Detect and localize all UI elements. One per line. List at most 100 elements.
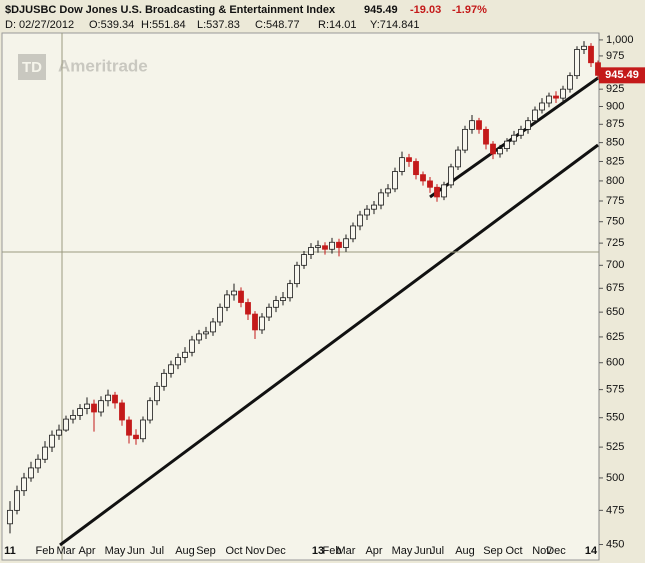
- info-low: L:537.83: [197, 19, 240, 31]
- candle-body: [77, 408, 83, 416]
- x-tick-label: Dec: [546, 545, 566, 557]
- candle-body: [567, 75, 573, 90]
- y-tick-label: 475: [606, 504, 624, 516]
- candle-body: [224, 294, 230, 308]
- y-tick-label: 850: [606, 137, 624, 149]
- x-tick-label: 11: [4, 545, 16, 557]
- y-tick-label: 800: [606, 175, 624, 187]
- x-tick-label: Sep: [483, 545, 503, 557]
- y-tick-label: 675: [606, 282, 624, 294]
- y-tick-label: 575: [606, 384, 624, 396]
- candle-body: [364, 208, 370, 216]
- candle-body: [329, 241, 335, 250]
- candle-body: [245, 302, 251, 315]
- last-price: 945.49: [364, 4, 398, 16]
- candle-body: [252, 313, 258, 331]
- candle-body: [539, 102, 545, 111]
- x-tick-label: 14: [585, 545, 598, 557]
- candle-body: [182, 351, 188, 358]
- candle-body: [490, 143, 496, 155]
- candle-body: [511, 134, 517, 142]
- candle-body: [280, 297, 286, 301]
- candle-body: [385, 188, 391, 194]
- change-pct: -1.97%: [452, 4, 487, 16]
- y-tick-label: 700: [606, 259, 624, 271]
- candle-body: [308, 247, 314, 255]
- candle-body: [238, 290, 244, 303]
- logo-box: [18, 54, 46, 80]
- candle-body: [420, 174, 426, 182]
- y-tick-label: 500: [606, 472, 624, 484]
- y-tick-label: 875: [606, 118, 624, 130]
- y-tick-label: 900: [606, 100, 624, 112]
- logo-name: Ameritrade: [58, 56, 148, 75]
- candle-body: [483, 128, 489, 145]
- change: -19.03: [410, 4, 441, 16]
- candle-body: [161, 372, 167, 387]
- x-tick-label: May: [392, 545, 413, 557]
- chart-title: $DJUSBC Dow Jones U.S. Broadcasting & En…: [5, 4, 336, 16]
- candle-body: [560, 88, 566, 99]
- candle-body: [413, 161, 419, 176]
- candle-body: [574, 49, 580, 77]
- y-tick-label: 550: [606, 412, 624, 424]
- info-r: R:14.01: [318, 19, 357, 31]
- candle-body: [231, 290, 237, 296]
- x-tick-label: Apr: [78, 545, 95, 557]
- candle-body: [259, 316, 265, 331]
- info-y: Y:714.841: [370, 19, 420, 31]
- y-tick-label: 650: [606, 306, 624, 318]
- x-tick-label: Nov: [532, 545, 552, 557]
- x-tick-label: Apr: [365, 545, 382, 557]
- x-tick-label: Nov: [245, 545, 265, 557]
- x-tick-label: Mar: [57, 545, 76, 557]
- x-tick-label: Jul: [150, 545, 164, 557]
- y-tick-label: 725: [606, 237, 624, 249]
- y-tick-label: 975: [606, 50, 624, 62]
- candle-body: [462, 128, 468, 151]
- candle-body: [525, 120, 531, 130]
- candle-body: [441, 184, 447, 198]
- candle-body: [266, 306, 272, 318]
- last-price-label: 945.49: [605, 69, 639, 81]
- info-high: H:551.84: [141, 19, 186, 31]
- y-tick-label: 600: [606, 357, 624, 369]
- y-tick-label: 450: [606, 538, 624, 550]
- candle-body: [175, 357, 181, 366]
- candle-body: [518, 128, 524, 136]
- candle-body: [21, 477, 27, 492]
- x-tick-label: Aug: [175, 545, 195, 557]
- candle-body: [203, 331, 209, 335]
- candle-body: [189, 339, 195, 353]
- candle-body: [315, 245, 321, 248]
- x-tick-label: Sep: [196, 545, 216, 557]
- candle-body: [91, 403, 97, 413]
- y-tick-label: 625: [606, 331, 624, 343]
- x-tick-label: Feb: [323, 545, 342, 557]
- candle-body: [49, 434, 55, 448]
- candle-body: [357, 214, 363, 227]
- candle-body: [217, 306, 223, 323]
- candle-body: [371, 204, 377, 210]
- x-tick-label: Jun: [414, 545, 432, 557]
- candle-body: [469, 120, 475, 130]
- candle-body: [98, 400, 104, 413]
- candle-body: [476, 120, 482, 130]
- x-tick-label: Dec: [266, 545, 286, 557]
- candle-body: [434, 186, 440, 198]
- candle-body: [399, 157, 405, 172]
- last-price-box: [599, 67, 645, 84]
- candle-body: [448, 166, 454, 186]
- candle-body: [84, 403, 90, 409]
- candle-body: [112, 394, 118, 404]
- candle-body: [553, 95, 559, 99]
- candle-body: [28, 467, 34, 479]
- candle-body: [119, 402, 125, 421]
- y-tick-label: 925: [606, 83, 624, 95]
- x-tick-label: Jul: [430, 545, 444, 557]
- y-tick-label: 525: [606, 441, 624, 453]
- candle-body: [287, 283, 293, 299]
- candle-body: [322, 245, 328, 250]
